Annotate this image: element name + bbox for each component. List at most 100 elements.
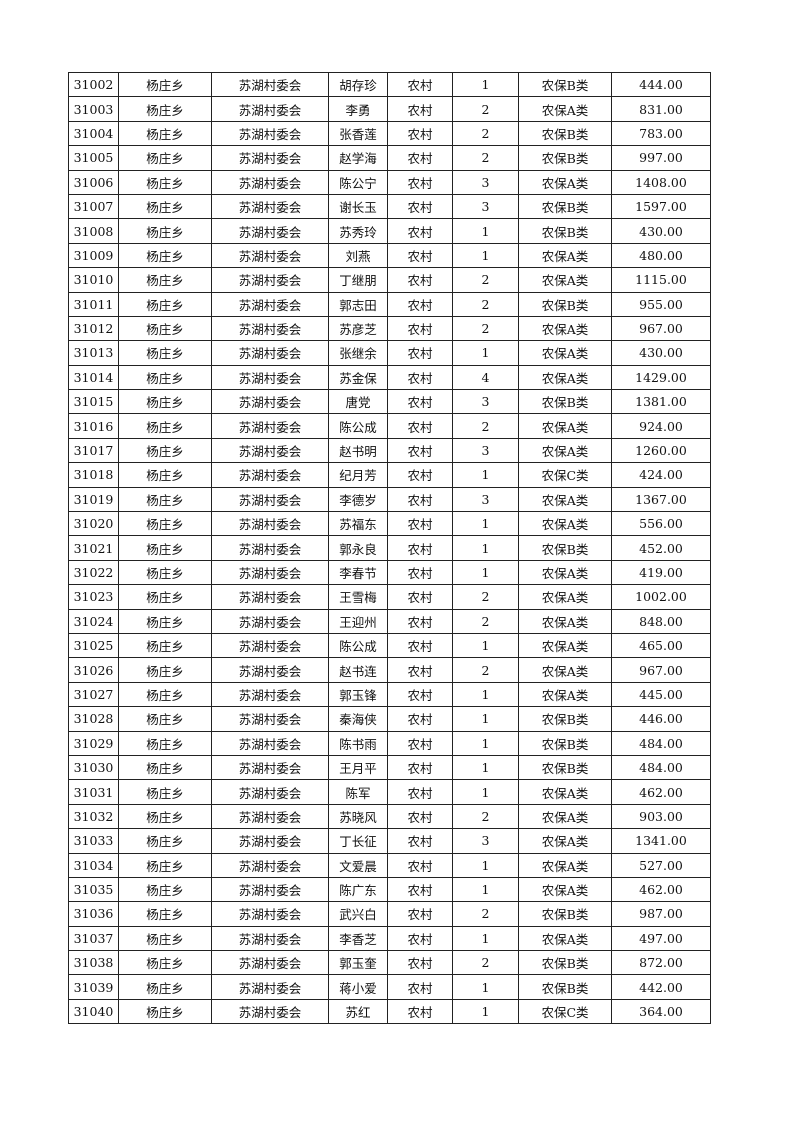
insurance-category-cell: 农保B类 [518,218,612,244]
village-committee-cell: 苏湖村委会 [211,511,329,537]
name-cell: 李春节 [328,559,388,586]
record-id-cell: 31018 [68,462,119,488]
residence-type-cell: 农村 [387,706,453,732]
household-count-cell: 1 [452,998,519,1025]
record-id-cell: 31025 [68,632,119,659]
amount-cell: 527.00 [611,852,711,878]
township-cell: 杨庄乡 [118,413,212,439]
village-committee-cell: 苏湖村委会 [211,193,329,220]
table-row: 31014 杨庄乡 苏湖村委会 苏金保 农村 4 农保A类 1429.00 [68,364,711,391]
insurance-category-cell: 农保A类 [518,559,612,586]
village-committee-cell: 苏湖村委会 [211,340,329,366]
amount-cell: 442.00 [611,974,711,1000]
insurance-category-cell: 农保B类 [518,901,612,927]
household-count-cell: 3 [452,193,519,220]
residence-type-cell: 农村 [387,315,453,342]
table-row: 31038 杨庄乡 苏湖村委会 郭玉奎 农村 2 农保B类 872.00 [68,950,711,976]
household-count-cell: 1 [452,462,519,488]
residence-type-cell: 农村 [387,389,453,415]
village-committee-cell: 苏湖村委会 [211,706,329,732]
name-cell: 张香莲 [328,120,388,147]
township-cell: 杨庄乡 [118,340,212,366]
village-committee-cell: 苏湖村委会 [211,681,329,708]
record-id-cell: 31037 [68,925,119,952]
insurance-category-cell: 农保A类 [518,925,612,952]
village-committee-cell: 苏湖村委会 [211,632,329,659]
household-count-cell: 2 [452,657,519,683]
residence-type-cell: 农村 [387,632,453,659]
name-cell: 陈公成 [328,413,388,439]
household-count-cell: 2 [452,608,519,634]
insurance-category-cell: 农保A类 [518,267,612,293]
name-cell: 秦海侠 [328,706,388,732]
record-id-cell: 31029 [68,730,119,756]
record-id-cell: 31004 [68,120,119,147]
village-committee-cell: 苏湖村委会 [211,730,329,756]
residence-type-cell: 农村 [387,267,453,293]
insurance-category-cell: 农保B类 [518,535,612,561]
amount-cell: 903.00 [611,803,711,830]
residence-type-cell: 农村 [387,998,453,1025]
village-committee-cell: 苏湖村委会 [211,828,329,854]
record-id-cell: 31033 [68,828,119,854]
amount-cell: 484.00 [611,730,711,756]
record-id-cell: 31008 [68,218,119,244]
village-committee-cell: 苏湖村委会 [211,437,329,464]
name-cell: 陈公宁 [328,169,388,195]
insurance-category-cell: 农保C类 [518,998,612,1025]
record-id-cell: 31027 [68,681,119,708]
residence-type-cell: 农村 [387,145,453,171]
residence-type-cell: 农村 [387,950,453,976]
village-committee-cell: 苏湖村委会 [211,291,329,317]
township-cell: 杨庄乡 [118,681,212,708]
name-cell: 赵书连 [328,657,388,683]
record-id-cell: 31036 [68,901,119,927]
name-cell: 丁长征 [328,828,388,854]
insurance-category-cell: 农保B类 [518,754,612,781]
insurance-category-cell: 农保A类 [518,803,612,830]
table-row: 31024 杨庄乡 苏湖村委会 王迎州 农村 2 农保A类 848.00 [68,608,711,634]
township-cell: 杨庄乡 [118,145,212,171]
table-row: 31011 杨庄乡 苏湖村委会 郭志田 农村 2 农保B类 955.00 [68,291,711,317]
township-cell: 杨庄乡 [118,315,212,342]
table-row: 31027 杨庄乡 苏湖村委会 郭玉锋 农村 1 农保A类 445.00 [68,681,711,708]
residence-type-cell: 农村 [387,535,453,561]
village-committee-cell: 苏湖村委会 [211,389,329,415]
record-id-cell: 31019 [68,486,119,513]
amount-cell: 955.00 [611,291,711,317]
insurance-category-cell: 农保B类 [518,193,612,220]
amount-cell: 1597.00 [611,193,711,220]
table-row: 31016 杨庄乡 苏湖村委会 陈公成 农村 2 农保A类 924.00 [68,413,711,439]
insurance-category-cell: 农保A类 [518,169,612,195]
name-cell: 张继余 [328,340,388,366]
household-count-cell: 2 [452,291,519,317]
township-cell: 杨庄乡 [118,779,212,805]
township-cell: 杨庄乡 [118,852,212,878]
name-cell: 谢长玉 [328,193,388,220]
table-row: 31021 杨庄乡 苏湖村委会 郭永良 农村 1 农保B类 452.00 [68,535,711,561]
township-cell: 杨庄乡 [118,511,212,537]
table-row: 31012 杨庄乡 苏湖村委会 苏彦芝 农村 2 农保A类 967.00 [68,315,711,342]
amount-cell: 1381.00 [611,389,711,415]
table-row: 31035 杨庄乡 苏湖村委会 陈广东 农村 1 农保A类 462.00 [68,876,711,903]
amount-cell: 446.00 [611,706,711,732]
insurance-category-cell: 农保A类 [518,779,612,805]
record-id-cell: 31010 [68,267,119,293]
residence-type-cell: 农村 [387,730,453,756]
residence-type-cell: 农村 [387,876,453,903]
township-cell: 杨庄乡 [118,584,212,610]
insurance-category-cell: 农保B类 [518,974,612,1000]
household-count-cell: 3 [452,437,519,464]
amount-cell: 465.00 [611,632,711,659]
amount-cell: 831.00 [611,96,711,122]
table-row: 31007 杨庄乡 苏湖村委会 谢长玉 农村 3 农保B类 1597.00 [68,193,711,220]
residence-type-cell: 农村 [387,193,453,220]
table-row: 31019 杨庄乡 苏湖村委会 李德岁 农村 3 农保A类 1367.00 [68,486,711,513]
name-cell: 胡存珍 [328,71,388,98]
amount-cell: 419.00 [611,559,711,586]
village-committee-cell: 苏湖村委会 [211,169,329,195]
village-committee-cell: 苏湖村委会 [211,462,329,488]
residence-type-cell: 农村 [387,828,453,854]
village-committee-cell: 苏湖村委会 [211,535,329,561]
village-committee-cell: 苏湖村委会 [211,96,329,122]
